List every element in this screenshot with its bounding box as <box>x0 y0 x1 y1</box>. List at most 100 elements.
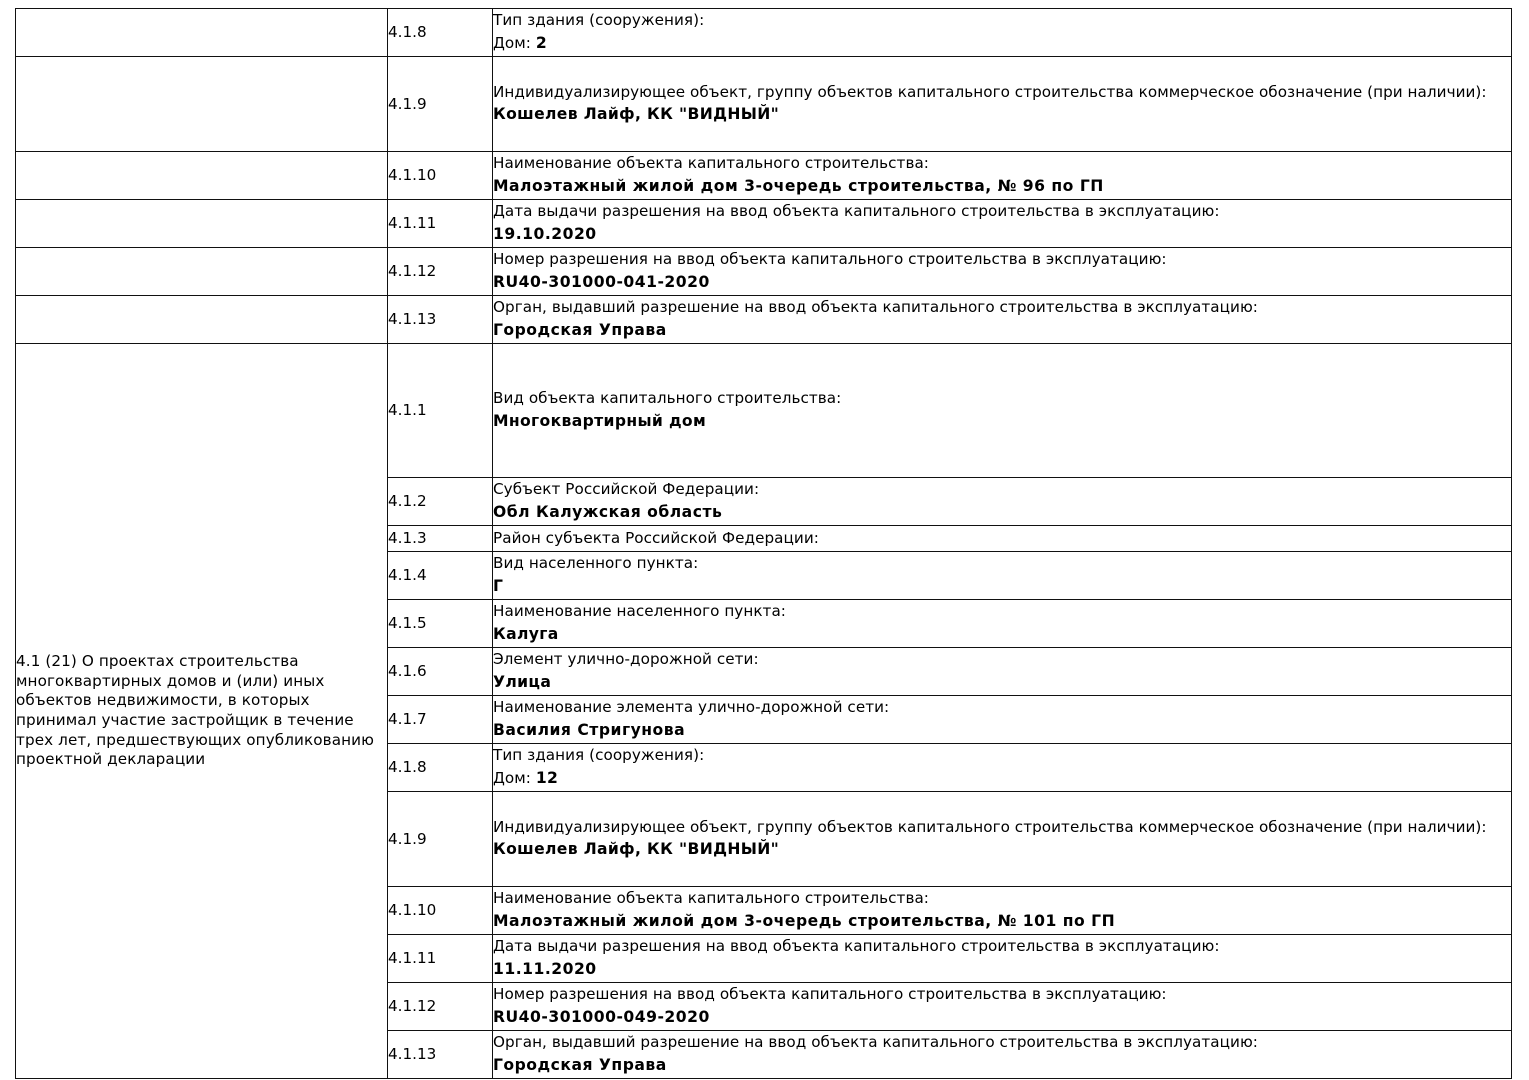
row-value-line: Дом: 2 <box>493 32 1511 55</box>
row-label: Наименование объекта капитального строит… <box>493 889 929 908</box>
row-label: Район субъекта Российской Федерации: <box>493 528 819 547</box>
row-label: Тип здания (сооружения): <box>493 746 705 765</box>
row-number-cell: 4.1.9 <box>387 791 493 887</box>
row-value: 19.10.2020 <box>493 224 597 243</box>
row-number: 4.1.9 <box>388 829 427 848</box>
row-body-cell: Наименование населенного пункта: Калуга <box>492 599 1512 648</box>
row-number: 4.1.10 <box>388 901 437 919</box>
row-label: Элемент улично-дорожной сети: <box>493 650 759 669</box>
row-value: Улица <box>493 672 552 691</box>
row-body-cell: Номер разрешения на ввод объекта капитал… <box>492 982 1512 1031</box>
row-number-cell: 4.1.9 <box>387 56 493 152</box>
row-label: Индивидуализирующее объект, группу объек… <box>493 82 1487 101</box>
row-body-cell: Дата выдачи разрешения на ввод объекта к… <box>492 199 1512 248</box>
row-body-cell: Наименование элемента улично-дорожной се… <box>492 695 1512 744</box>
row-number: 4.1.13 <box>388 310 437 328</box>
row-number: 4.1.4 <box>388 566 427 584</box>
row-value: 2 <box>535 33 548 52</box>
table-row: 4.1.9 Индивидуализирующее объект, группу… <box>16 791 1512 887</box>
row-number: 4.1.12 <box>388 262 437 280</box>
row-value: Многоквартирный дом <box>493 411 707 430</box>
table-row: 4.1.8 Тип здания (сооружения): Дом: 2 <box>15 8 1512 57</box>
row-number: 4.1.12 <box>388 997 437 1015</box>
table-row: 4.1.5 Наименование населенного пункта: К… <box>16 599 1512 648</box>
row-label: Номер разрешения на ввод объекта капитал… <box>493 985 1167 1004</box>
row-label: Тип здания (сооружения): <box>493 11 705 30</box>
table-row: 4.1.3 Район субъекта Российской Федераци… <box>16 525 1512 552</box>
row-value: Г <box>493 576 504 595</box>
project-declaration-table: 4.1.8 Тип здания (сооружения): Дом: 2 4.… <box>15 8 1512 1079</box>
row-label: Вид объекта капитального строительства: <box>493 389 842 408</box>
row-number: 4.1.11 <box>388 949 437 967</box>
row-label: Дата выдачи разрешения на ввод объекта к… <box>493 937 1220 956</box>
table-row: 4.1.8 Тип здания (сооружения): Дом: 12 <box>16 743 1512 792</box>
table-row: 4.1.7 Наименование элемента улично-дорож… <box>16 695 1512 744</box>
row-number: 4.1.9 <box>388 94 427 113</box>
row-body-cell: Тип здания (сооружения): Дом: 2 <box>492 8 1512 57</box>
row-number-cell: 4.1.13 <box>387 295 493 344</box>
row-label: Дата выдачи разрешения на ввод объекта к… <box>493 202 1220 221</box>
row-number-cell: 4.1.1 <box>387 343 493 478</box>
row-body-cell: Орган, выдавший разрешение на ввод объек… <box>492 295 1512 344</box>
row-body-cell: Вид населенного пункта: Г <box>492 551 1512 600</box>
row-value: Обл Калужская область <box>493 502 723 521</box>
table-row: 4.1.12 Номер разрешения на ввод объекта … <box>15 247 1512 296</box>
row-label: Наименование населенного пункта: <box>493 602 786 621</box>
section-heading: 4.1 (21) О проектах строительства многок… <box>16 652 375 769</box>
table-row: 4.1.11 Дата выдачи разрешения на ввод об… <box>16 934 1512 983</box>
row-body-cell: Тип здания (сооружения): Дом: 12 <box>492 743 1512 792</box>
row-number-cell: 4.1.8 <box>387 743 493 792</box>
row-number: 4.1.8 <box>388 23 427 41</box>
table-row: 4.1.13 Орган, выдавший разрешение на вво… <box>15 295 1512 344</box>
row-value: Малоэтажный жилой дом 3-очередь строител… <box>493 911 1116 930</box>
row-number-cell: 4.1.6 <box>387 647 493 696</box>
section-spacer-cell <box>15 151 388 200</box>
row-body-cell: Район субъекта Российской Федерации: <box>492 525 1512 552</box>
row-label: Наименование объекта капитального строит… <box>493 154 929 173</box>
row-body-cell: Наименование объекта капитального строит… <box>492 886 1512 935</box>
section-spacer-cell <box>15 8 388 57</box>
row-number-cell: 4.1.8 <box>387 8 493 57</box>
row-value: Кошелев Лайф, КК "ВИДНЫЙ" <box>493 105 780 124</box>
row-number: 4.1.8 <box>388 758 427 776</box>
row-number-cell: 4.1.4 <box>387 551 493 600</box>
section-spacer-cell <box>15 295 388 344</box>
row-number-cell: 4.1.11 <box>387 199 493 248</box>
row-number-cell: 4.1.12 <box>387 982 493 1031</box>
row-value-prefix: Дом: <box>493 768 536 787</box>
table-row: 4.1.11 Дата выдачи разрешения на ввод об… <box>15 199 1512 248</box>
row-label: Вид населенного пункта: <box>493 554 699 573</box>
section-heading-cell: 4.1 (21) О проектах строительства многок… <box>15 343 388 1079</box>
row-number: 4.1.7 <box>388 710 427 728</box>
row-value: Городская Управа <box>493 1055 667 1074</box>
row-body-cell: Номер разрешения на ввод объекта капитал… <box>492 247 1512 296</box>
row-label: Наименование элемента улично-дорожной се… <box>493 698 890 717</box>
table-row: 4.1.10 Наименование объекта капитального… <box>15 151 1512 200</box>
row-value: Малоэтажный жилой дом 3-очередь строител… <box>493 176 1104 195</box>
table-row: 4.1.12 Номер разрешения на ввод объекта … <box>16 982 1512 1031</box>
table-row: 4.1.2 Субъект Российской Федерации: Обл … <box>16 477 1512 526</box>
row-body-cell: Орган, выдавший разрешение на ввод объек… <box>492 1030 1512 1079</box>
row-value: Калуга <box>493 624 559 643</box>
table-row: 4.1.13 Орган, выдавший разрешение на вво… <box>16 1030 1512 1079</box>
row-number-cell: 4.1.13 <box>387 1030 493 1079</box>
row-number: 4.1.6 <box>388 662 427 680</box>
row-label: Номер разрешения на ввод объекта капитал… <box>493 250 1167 269</box>
row-value: 12 <box>535 768 559 787</box>
row-value: 11.11.2020 <box>493 959 597 978</box>
row-value: RU40-301000-041-2020 <box>493 272 710 291</box>
row-number-cell: 4.1.5 <box>387 599 493 648</box>
row-value: Василия Стригунова <box>493 720 686 739</box>
row-body-cell: Наименование объекта капитального строит… <box>492 151 1512 200</box>
row-number-cell: 4.1.11 <box>387 934 493 983</box>
table-body: 4.1.8 Тип здания (сооружения): Дом: 2 4.… <box>15 8 1512 1079</box>
table-row: 4.1.6 Элемент улично-дорожной сети: Улиц… <box>16 647 1512 696</box>
row-number: 4.1.2 <box>388 492 427 510</box>
row-label: Орган, выдавший разрешение на ввод объек… <box>493 1033 1258 1052</box>
section-spacer-cell <box>15 247 388 296</box>
row-body-cell: Индивидуализирующее объект, группу объек… <box>492 56 1512 152</box>
row-number-cell: 4.1.10 <box>387 151 493 200</box>
row-number: 4.1.1 <box>388 401 427 419</box>
row-number-cell: 4.1.2 <box>387 477 493 526</box>
row-number-cell: 4.1.10 <box>387 886 493 935</box>
